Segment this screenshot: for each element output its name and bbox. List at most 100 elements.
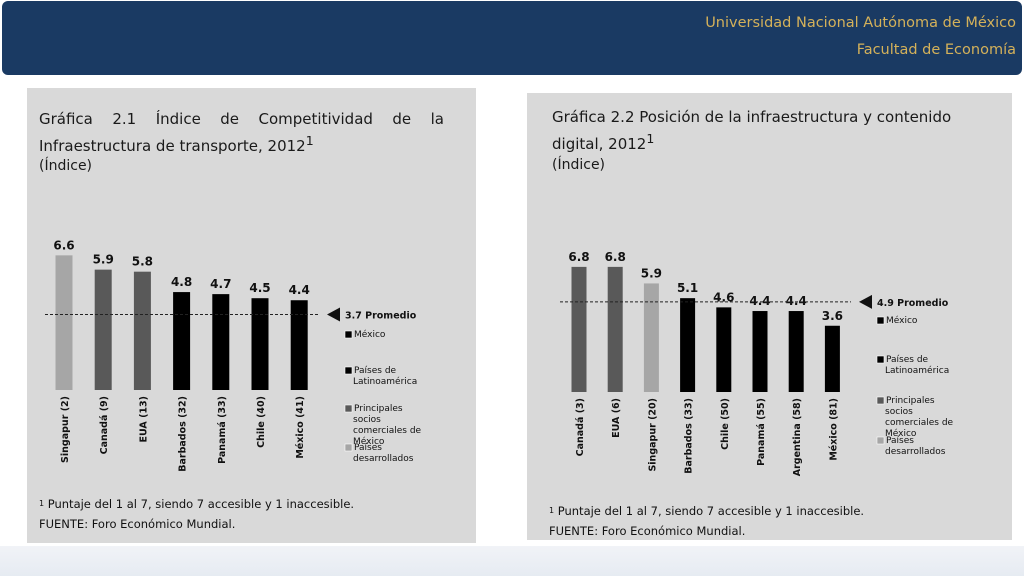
legend-label-line: desarrollados	[885, 447, 946, 457]
category-label: Canadá (9)	[99, 396, 110, 454]
bar	[212, 294, 230, 390]
chart-title-line2-text: digital, 2012	[552, 135, 647, 153]
data-label: 6.8	[605, 250, 626, 264]
legend-label-line: Latinoamérica	[353, 376, 417, 387]
data-label: 5.8	[132, 255, 153, 269]
chart-title-line2: Infraestructura de transporte, 20121	[39, 130, 444, 157]
bar	[94, 269, 112, 390]
chart-title-line2: digital, 20121	[552, 128, 1007, 155]
legend-label-line: México	[353, 436, 385, 447]
category-label: Argentina (58)	[792, 398, 803, 476]
faculty-name: Facultad de Economía	[856, 42, 1016, 58]
legend-label: México	[354, 329, 386, 340]
legend-label: Países de Latinoamérica	[885, 355, 949, 376]
chart-unit: (Índice)	[39, 158, 93, 174]
legend-label-line: México	[885, 428, 917, 439]
legend-label-line: México	[354, 329, 386, 340]
chart-footnote: 1 Puntaje del 1 al 7, siendo 7 accesible…	[549, 501, 864, 541]
legend-label: Países de Latinoamérica	[353, 366, 417, 387]
chart-title-line1: Gráfica 2.1 Índice de Competitividad de …	[39, 110, 444, 128]
bar	[716, 307, 732, 392]
footnote-body: Puntaje del 1 al 7, siendo 7 accesible y…	[44, 497, 355, 511]
bar	[133, 271, 151, 390]
data-label: 5.1	[677, 281, 698, 295]
bar	[607, 266, 623, 392]
data-label: 4.4	[786, 294, 807, 308]
footnote-text: 1 Puntaje del 1 al 7, siendo 7 accesible…	[549, 501, 864, 521]
legend-swatch	[876, 436, 885, 445]
legend-swatch	[344, 443, 353, 452]
category-label: Panamá (55)	[756, 398, 767, 466]
bar-chart-digital: 6.8 Canadá (3) 6.8 EUA (6) 5.9 Singapur (20) 5…	[560, 250, 954, 476]
bar	[680, 298, 696, 392]
chart-panel-digital: Gráfica 2.2 Posición de la infraestructu…	[527, 93, 1012, 540]
data-label: 4.6	[713, 290, 734, 304]
category-label: Barbados (32)	[178, 396, 189, 472]
chart-footnote: 1 Puntaje del 1 al 7, siendo 7 accesible…	[39, 494, 354, 534]
bar	[251, 298, 269, 390]
legend-label-line: socios	[353, 415, 381, 425]
data-label: 4.7	[210, 277, 231, 291]
category-label: EUA (6)	[611, 398, 622, 438]
bar	[571, 266, 587, 392]
source-text: FUENTE: Foro Económico Mundial.	[549, 524, 746, 538]
footnote-body: Puntaje del 1 al 7, siendo 7 accesible y…	[554, 504, 865, 518]
bar-chart-transport: 6.6 Singapur (2) 5.9 Canadá (9) 5.8 EUA (13) 4…	[45, 238, 422, 472]
footnote-sup: 1	[39, 499, 45, 508]
bar	[290, 300, 308, 390]
legend-label-line: Principales	[886, 396, 935, 406]
data-label: 5.9	[641, 266, 662, 280]
bar	[752, 311, 768, 392]
source-text: FUENTE: Foro Económico Mundial.	[39, 517, 236, 531]
legend-label-line: Países	[886, 436, 914, 446]
data-label: 4.4	[749, 294, 770, 308]
bottom-strip	[0, 546, 1024, 576]
average-arrow-icon	[327, 307, 340, 322]
category-label: Chile (40)	[256, 396, 267, 448]
chart-unit: (Índice)	[552, 157, 606, 173]
legend-label-line: comerciales de	[885, 418, 954, 428]
legend-label: Principales socios comerciales de México	[353, 404, 422, 447]
chart-title: Gráfica 2.1 Índice de Competitividad de …	[39, 109, 444, 157]
data-label: 5.9	[93, 253, 114, 267]
category-label: EUA (13)	[138, 396, 149, 442]
chart-title-line1: Gráfica 2.2 Posición de la infraestructu…	[552, 108, 952, 126]
chart-title-line2-text: Infraestructura de transporte, 2012	[39, 137, 306, 155]
chart-title-sup: 1	[305, 133, 314, 148]
legend-label-line: Latinoamérica	[885, 365, 949, 376]
data-label: 4.5	[249, 281, 270, 295]
data-label: 4.4	[289, 283, 310, 297]
legend-label: Países desarrollados	[353, 443, 414, 464]
footnote-sup: 1	[549, 506, 555, 515]
legend-label-line: Países	[354, 443, 382, 453]
category-label: Singapur (20)	[647, 398, 658, 472]
legend-label-line: comerciales de	[353, 426, 422, 436]
legend-swatch	[876, 316, 885, 325]
data-label: 4.8	[171, 275, 192, 289]
category-label: Barbados (33)	[684, 398, 695, 474]
legend-swatch	[876, 355, 885, 364]
legend-label: Países desarrollados	[885, 436, 946, 457]
legend-swatch	[344, 404, 353, 413]
legend-label-line: socios	[885, 407, 913, 417]
average-arrow-icon	[859, 294, 872, 309]
category-label: México (81)	[828, 398, 839, 461]
bar	[173, 292, 191, 390]
legend-label-line: Países de	[354, 366, 397, 376]
bar	[788, 311, 804, 392]
data-label: 3.6	[822, 309, 843, 323]
legend-label-line: México	[886, 315, 918, 326]
data-label: 6.6	[53, 238, 74, 252]
chart-title-sup: 1	[646, 131, 655, 146]
legend-swatch	[344, 330, 353, 339]
legend-label-line: Países de	[886, 355, 929, 365]
average-label: 3.7 Promedio	[345, 311, 417, 322]
footnote-text: 1 Puntaje del 1 al 7, siendo 7 accesible…	[39, 494, 354, 514]
legend-label-line: desarrollados	[353, 454, 414, 464]
legend-swatch	[344, 366, 353, 375]
header-banner: Universidad Nacional Autónoma de México …	[2, 1, 1022, 75]
category-label: Chile (50)	[720, 398, 731, 450]
legend-label: Principales socios comerciales de México	[885, 396, 954, 439]
legend-label: México	[886, 315, 918, 326]
chart-panel-transport: Gráfica 2.1 Índice de Competitividad de …	[27, 88, 476, 543]
